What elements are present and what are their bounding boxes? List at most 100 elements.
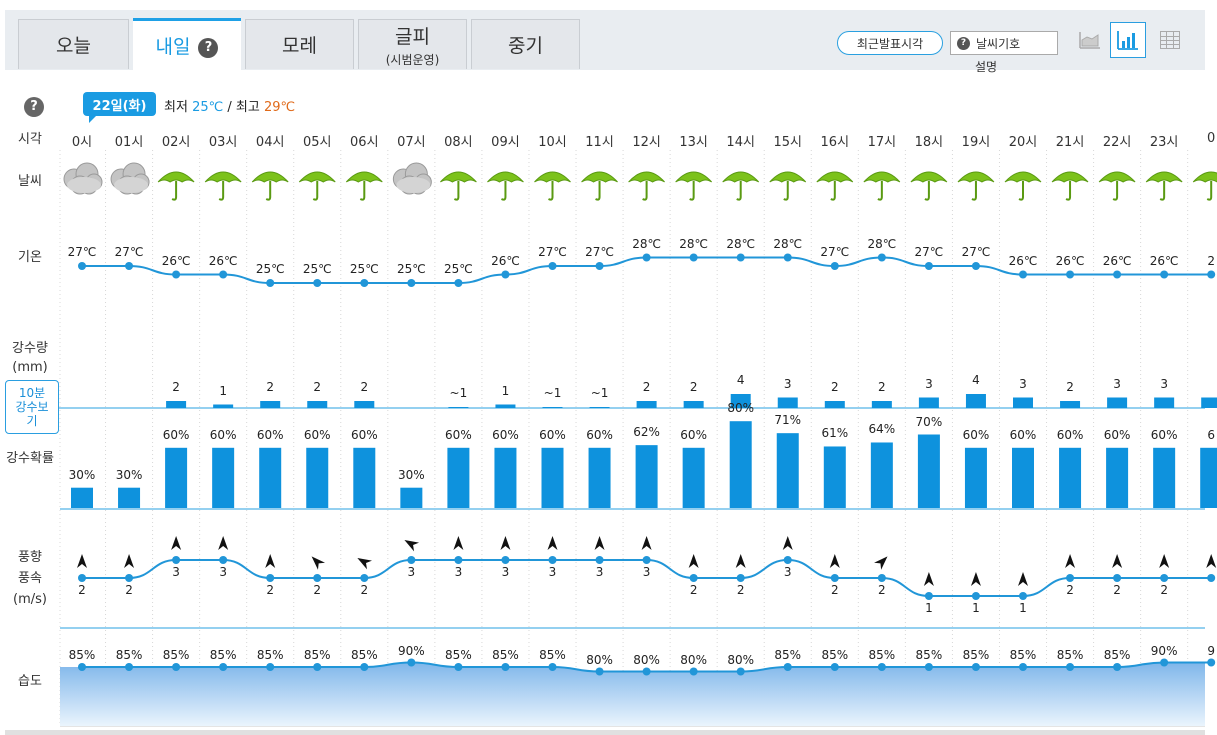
umbrella-icon [910,171,948,201]
temperature-label: 25℃ [302,262,332,276]
wind-speed-label: 1 [925,601,933,615]
probability-bar [1200,447,1217,508]
chart-help-icon[interactable]: ? [24,97,44,117]
humidity-point [454,663,463,671]
max-temp-label: 최고 [235,100,260,115]
recent-release-button[interactable]: 최근발표시각 [837,31,943,55]
tab-day-after[interactable]: 모레 [245,19,354,69]
tab-midterm[interactable]: 중기 [471,19,580,69]
probability-label: 60% [350,427,378,442]
humidity-label: 85% [868,648,896,662]
probability-label: 60% [1150,427,1178,442]
help-icon[interactable]: ? [198,38,219,58]
wind-point [219,556,228,564]
probability-label: 61% [821,426,849,441]
precip-label: 2 [313,380,322,394]
wind-speed-label: 3 [783,565,792,579]
probability-label: 30% [115,467,143,482]
probability-bar [776,433,799,508]
ten-minute-precip-label: 10분강수보기 [15,386,49,428]
umbrella-handle [783,181,789,201]
probability-bar [165,447,188,508]
umbrella-canopy [1098,171,1136,183]
row-label-temperature: 기온 [18,250,42,265]
area-chart-view-button[interactable] [1072,22,1108,58]
temperature-point [783,253,792,262]
probability-bar [541,447,564,508]
precip-label: 4 [736,373,745,387]
wind-point [313,574,322,582]
wind-arrow-icon [218,536,229,550]
wind-point [971,592,980,600]
bar-chart-view-button[interactable] [1110,22,1146,58]
hour-label: 03시 [208,135,238,150]
tab-three-days[interactable]: 글피 (시범운영) [358,19,467,69]
wind-speed-label: 2 [78,583,86,597]
humidity-point [313,663,322,671]
umbrella-canopy [910,171,948,183]
humidity-label: 85% [1009,648,1037,662]
precip-bar [542,407,563,408]
humidity-label: 90% [398,643,425,658]
table-view-button[interactable] [1152,22,1188,58]
temperature-point [407,279,416,287]
precip-bar [260,401,281,408]
umbrella-icon [1145,171,1183,201]
max-temp-value: 29℃ [263,100,296,115]
probability-bar [964,447,987,508]
precip-label: 2 [360,380,369,394]
cloud-body [67,177,101,193]
umbrella-icon [816,171,854,201]
cloud-puff [399,175,419,195]
probability-label: 60% [1056,427,1084,442]
probability-label: 60% [445,427,472,442]
probability-label: 30% [398,467,425,482]
precip-bar [824,401,845,408]
probability-bar [1153,447,1176,508]
humidity-label: 85% [821,648,849,662]
temperature-label: 25℃ [349,262,379,276]
cloud-puff [122,162,146,186]
temperature-point [830,262,839,270]
umbrella-handle [689,181,695,201]
temperature-point [1019,270,1027,279]
tab-tomorrow[interactable]: 내일? [133,18,241,70]
wind-point [1160,574,1169,582]
precip-label: 2 [642,380,651,394]
probability-label: 71% [774,413,802,428]
ten-minute-precip-button[interactable]: 10분강수보기 [5,380,59,434]
precip-bar [965,394,986,408]
temperature-label: 26℃ [1008,253,1038,268]
wind-arrow-shape [1206,554,1217,568]
wind-arrow-icon [171,536,182,550]
horizontal-scrollbar[interactable] [5,730,1205,735]
probability-bar [823,446,846,508]
cloud-puff [75,162,99,186]
probability-bar [917,434,940,508]
umbrella-canopy [957,171,995,183]
umbrella-handle [312,181,319,201]
probability-label: 60% [1009,427,1037,442]
humidity-point [595,667,604,676]
umbrella-icon [1004,171,1042,201]
precip-bar [166,401,187,408]
tab-today[interactable]: 오늘 [18,19,129,69]
weather-legend-button[interactable]: ? 날씨기호 [950,31,1058,55]
umbrella-icon [863,171,901,201]
probability-label: 62% [633,425,660,440]
wind-arrow-shape [1065,554,1076,568]
cloud-puff [110,168,132,190]
temperature-label: 25℃ [444,262,473,276]
wind-arrow-icon [874,556,888,570]
tab-tomorrow-label: 내일 [155,36,191,58]
wind-point [501,556,510,564]
probability-bar [682,447,705,508]
wind-speed-label: 2 [125,583,133,597]
umbrella-canopy [1004,171,1042,183]
temperature-label: 25℃ [255,262,285,276]
wind-speed-label: 2 [878,583,886,597]
temperature-label: 26℃ [208,253,238,268]
cloud-puff [63,168,85,190]
humidity-label: 85% [1103,648,1131,662]
row-label-probability: 강수확률 [6,451,54,466]
